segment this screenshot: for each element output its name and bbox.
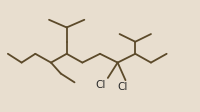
Text: Cl: Cl: [96, 80, 106, 90]
Text: Cl: Cl: [117, 82, 128, 92]
